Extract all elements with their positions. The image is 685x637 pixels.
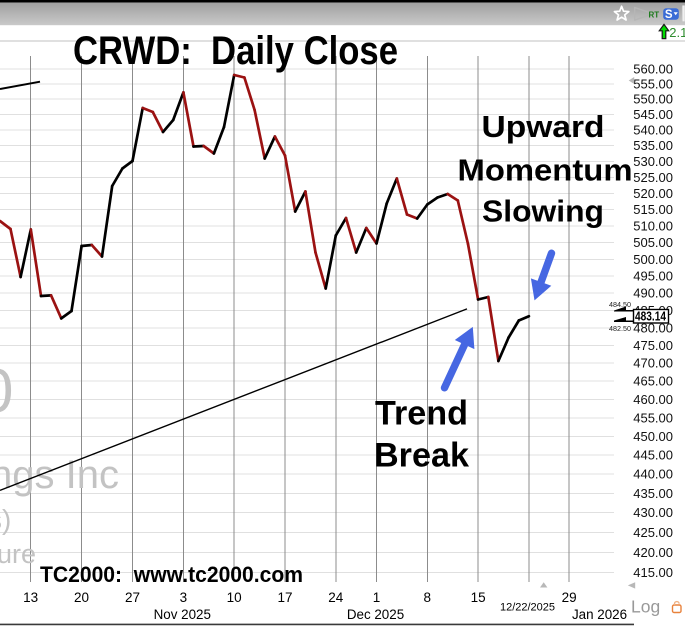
svg-text:Slowing: Slowing [482, 194, 604, 229]
svg-text:560.00: 560.00 [633, 61, 673, 76]
svg-text:Nov 2025: Nov 2025 [154, 607, 211, 622]
svg-text:10: 10 [227, 590, 242, 605]
svg-text:470.00: 470.00 [633, 356, 673, 371]
svg-text:545.00: 545.00 [633, 107, 673, 122]
svg-text:Dec 2025: Dec 2025 [347, 607, 404, 622]
svg-text:20: 20 [74, 590, 89, 605]
svg-text:450.00: 450.00 [633, 429, 673, 444]
svg-text:420.00: 420.00 [633, 545, 673, 560]
svg-text:505.00: 505.00 [633, 235, 673, 250]
svg-text:555.00: 555.00 [633, 76, 673, 91]
svg-text:540.00: 540.00 [633, 122, 673, 137]
svg-text:490.00: 490.00 [633, 286, 673, 301]
svg-text:425.00: 425.00 [633, 525, 673, 540]
svg-text:24: 24 [328, 590, 344, 605]
svg-text:550.00: 550.00 [633, 92, 673, 107]
svg-text:515.00: 515.00 [633, 202, 673, 217]
svg-text:8: 8 [424, 590, 432, 605]
svg-text:3: 3 [180, 590, 188, 605]
svg-text:Upward: Upward [482, 109, 605, 144]
svg-text:430.00: 430.00 [633, 505, 673, 520]
svg-text:17: 17 [277, 590, 292, 605]
svg-text:Momentum: Momentum [458, 153, 633, 188]
svg-text:2.1: 2.1 [669, 25, 685, 40]
svg-text:ure: ure [0, 539, 36, 569]
svg-text:475.00: 475.00 [633, 338, 673, 353]
svg-text:484.50: 484.50 [609, 300, 631, 309]
svg-text:520.00: 520.00 [633, 186, 673, 201]
svg-text:483.14: 483.14 [635, 309, 666, 323]
svg-text:480.00: 480.00 [633, 320, 673, 335]
svg-text:Jan 2026: Jan 2026 [572, 607, 627, 622]
svg-text:525.00: 525.00 [633, 170, 673, 185]
svg-text:12/22/2025: 12/22/2025 [500, 602, 555, 614]
svg-text:530.00: 530.00 [633, 154, 673, 169]
svg-text:440.00: 440.00 [633, 467, 673, 482]
svg-text:460.00: 460.00 [633, 392, 673, 407]
svg-text:495.00: 495.00 [633, 269, 673, 284]
svg-text:RT: RT [649, 11, 660, 20]
svg-text:535.00: 535.00 [633, 138, 673, 153]
svg-text:482.50: 482.50 [609, 324, 631, 333]
svg-text:445.00: 445.00 [633, 448, 673, 463]
svg-text:13: 13 [23, 590, 38, 605]
svg-text:29: 29 [562, 590, 577, 605]
svg-text:510.00: 510.00 [633, 219, 673, 234]
svg-text:415.00: 415.00 [633, 565, 673, 580]
svg-text:465.00: 465.00 [633, 374, 673, 389]
svg-text:0: 0 [0, 357, 13, 426]
svg-text:Log: Log [631, 597, 660, 617]
svg-text:Break: Break [374, 437, 469, 475]
svg-text:1: 1 [373, 590, 381, 605]
svg-text:ngs Inc: ngs Inc [0, 453, 119, 497]
svg-text:435.00: 435.00 [633, 486, 673, 501]
svg-text:Trend: Trend [375, 395, 468, 433]
svg-text:s): s) [0, 504, 11, 535]
svg-text:455.00: 455.00 [633, 410, 673, 425]
svg-text:15: 15 [471, 590, 486, 605]
svg-text:500.00: 500.00 [633, 252, 673, 267]
svg-text:S: S [665, 9, 673, 21]
svg-text:CRWD: Daily Close: CRWD: Daily Close [73, 29, 398, 73]
svg-text:TC2000: www.tc2000.com: TC2000: www.tc2000.com [40, 562, 303, 587]
svg-text:27: 27 [125, 590, 140, 605]
